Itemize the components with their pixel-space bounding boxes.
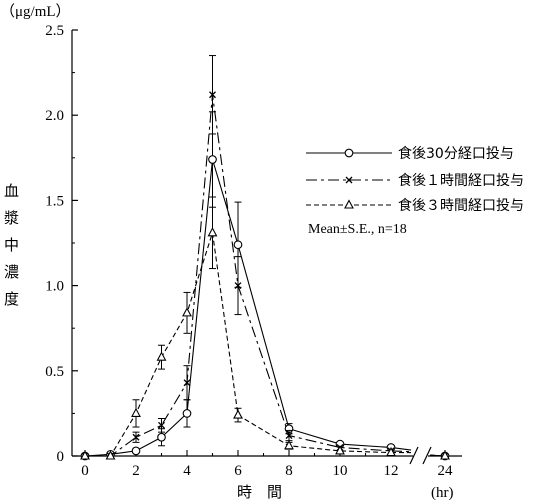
x-tick-label: 24	[438, 463, 454, 479]
data-point-x	[183, 379, 191, 387]
data-point-triangle	[207, 227, 218, 237]
data-point-triangle	[156, 351, 167, 361]
y-axis-label-char: 中	[4, 236, 19, 254]
legend-label: 食後１時間経口投与	[398, 172, 524, 189]
data-point-triangle	[233, 409, 243, 419]
series-layer	[80, 55, 450, 461]
data-point-triangle	[284, 440, 294, 450]
series-2	[81, 55, 449, 460]
data-point-circle	[157, 432, 166, 442]
series-3	[80, 196, 450, 460]
data-point-circle	[182, 409, 192, 418]
data-point-triangle	[80, 450, 90, 460]
x-axis-label: 時 間	[237, 483, 282, 501]
y-tick-label: 0	[57, 449, 65, 465]
annotation-text: Mean±S.E., n=18	[308, 222, 407, 237]
y-tick-label: 1.5	[45, 193, 64, 209]
x-tick-label: 0	[81, 463, 89, 479]
x-tick-label: 4	[183, 463, 191, 479]
data-point-triangle	[344, 199, 354, 209]
y-tick-label: 1.0	[45, 279, 64, 295]
y-tick-label: 2.5	[45, 23, 64, 39]
data-point-triangle	[131, 407, 141, 417]
data-point-x	[158, 421, 165, 429]
y-tick-label: 0.5	[45, 364, 64, 380]
x-unit-label: (hr)	[431, 485, 454, 501]
data-point-triangle	[182, 307, 192, 317]
legend-label: 食後30分経口投与	[398, 145, 514, 162]
y-tick-label: 2.0	[45, 108, 64, 124]
data-point-x	[345, 176, 353, 184]
data-point-x	[209, 91, 216, 99]
y-axis-label-char: 度	[4, 290, 19, 308]
y-axis-label-char: 血	[4, 182, 19, 200]
y-axis-label-char: 漿	[4, 209, 19, 227]
axis-break-mark-right	[422, 446, 432, 465]
data-point-x	[234, 282, 242, 290]
series-line	[85, 94, 392, 457]
y-unit-label: （μg/mL）	[0, 3, 71, 20]
data-point-circle	[233, 240, 243, 250]
data-point-circle	[208, 155, 217, 164]
y-axis-label-char: 濃	[4, 263, 19, 281]
axes	[71, 30, 462, 465]
data-point-triangle	[335, 445, 345, 455]
legend-item: 食後30分経口投与	[306, 145, 514, 162]
series-line-tail	[390, 450, 412, 453]
x-tick-label: 8	[285, 463, 293, 479]
data-point-triangle	[386, 446, 396, 457]
data-point-x	[132, 433, 140, 441]
series-line	[85, 232, 392, 457]
legend-item: 食後１時間経口投与	[306, 172, 524, 189]
data-point-triangle	[440, 450, 450, 460]
legend-item: 食後３時間経口投与	[306, 197, 524, 214]
legend-label: 食後３時間経口投与	[398, 197, 524, 214]
y-ticks: 0 0.5 1.0 1.5 2.0 2.5	[45, 23, 78, 465]
series-line	[84, 159, 392, 457]
data-point-triangle	[105, 450, 116, 460]
x-ticks: 0 2 4 6 8 10 12 24	[81, 450, 453, 479]
x-tick-label: 12	[384, 463, 399, 479]
x-tick-label: 6	[234, 463, 242, 479]
axis-break-mark-left	[409, 446, 419, 465]
data-point-circle	[131, 446, 141, 456]
x-tick-label: 2	[132, 463, 140, 479]
x-tick-label: 10	[333, 463, 348, 479]
data-point-x	[285, 432, 293, 440]
data-point-circle	[344, 148, 354, 158]
